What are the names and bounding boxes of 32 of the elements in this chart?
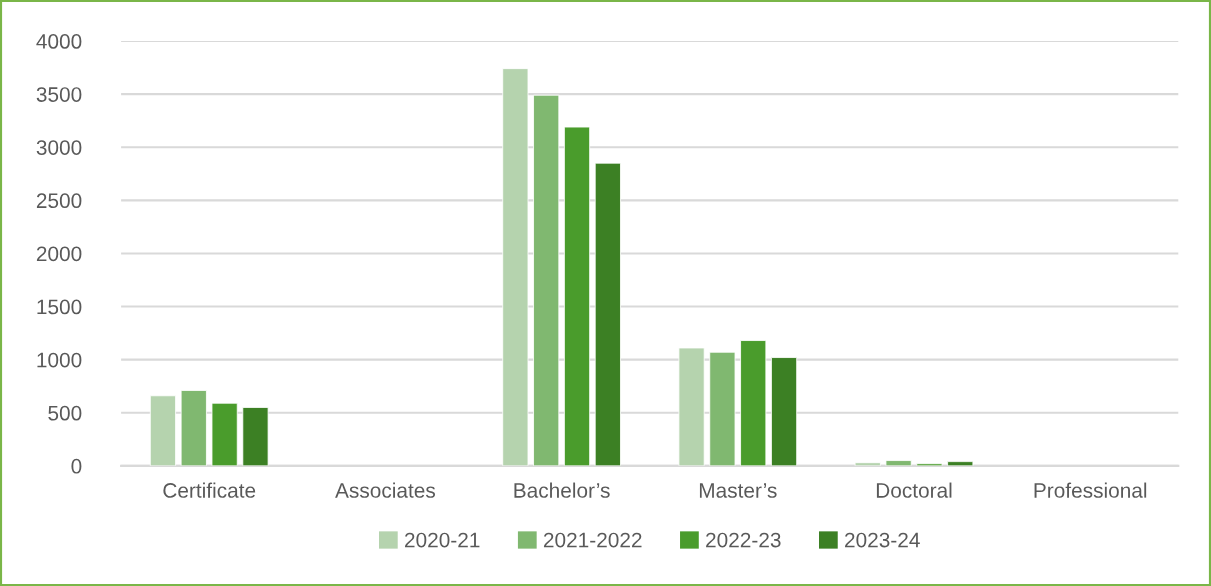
y-tick-label: 1500 [37, 299, 82, 315]
legend-label: 2023-24 [845, 532, 920, 548]
x-tick-label: Doctoral [876, 482, 952, 498]
y-tick-label: 2000 [36, 246, 82, 262]
y-tick-label: 1000 [37, 352, 82, 368]
bar [180, 390, 207, 466]
x-tick-label: Associates [335, 482, 436, 498]
bar [678, 347, 705, 466]
x-tick-label: Master’s [699, 483, 777, 498]
bar [533, 94, 560, 466]
x-tick-label: Bachelor’s [514, 482, 610, 498]
legend-label: 2022-23 [706, 532, 781, 548]
y-tick-label: 3500 [36, 87, 82, 102]
legend-label: 2020-21 [405, 532, 480, 548]
bar [709, 351, 736, 466]
bar [242, 407, 269, 466]
bar [502, 68, 529, 466]
y-tick-label: 3000 [36, 140, 82, 155]
legend-label: 2021-2022 [543, 532, 642, 548]
x-tick-label: Professional [1034, 482, 1147, 498]
y-tick-label: 500 [48, 405, 82, 421]
bar [211, 402, 238, 466]
bar [149, 395, 177, 466]
bar [770, 357, 798, 466]
bar [885, 460, 912, 466]
y-tick-label: 0 [71, 458, 82, 474]
y-tick-label: 4000 [36, 34, 82, 49]
bar [563, 126, 591, 466]
bar [740, 340, 767, 466]
x-tick-label: Certificate [163, 482, 256, 498]
bar [594, 162, 621, 466]
y-tick-label: 2500 [36, 193, 82, 209]
